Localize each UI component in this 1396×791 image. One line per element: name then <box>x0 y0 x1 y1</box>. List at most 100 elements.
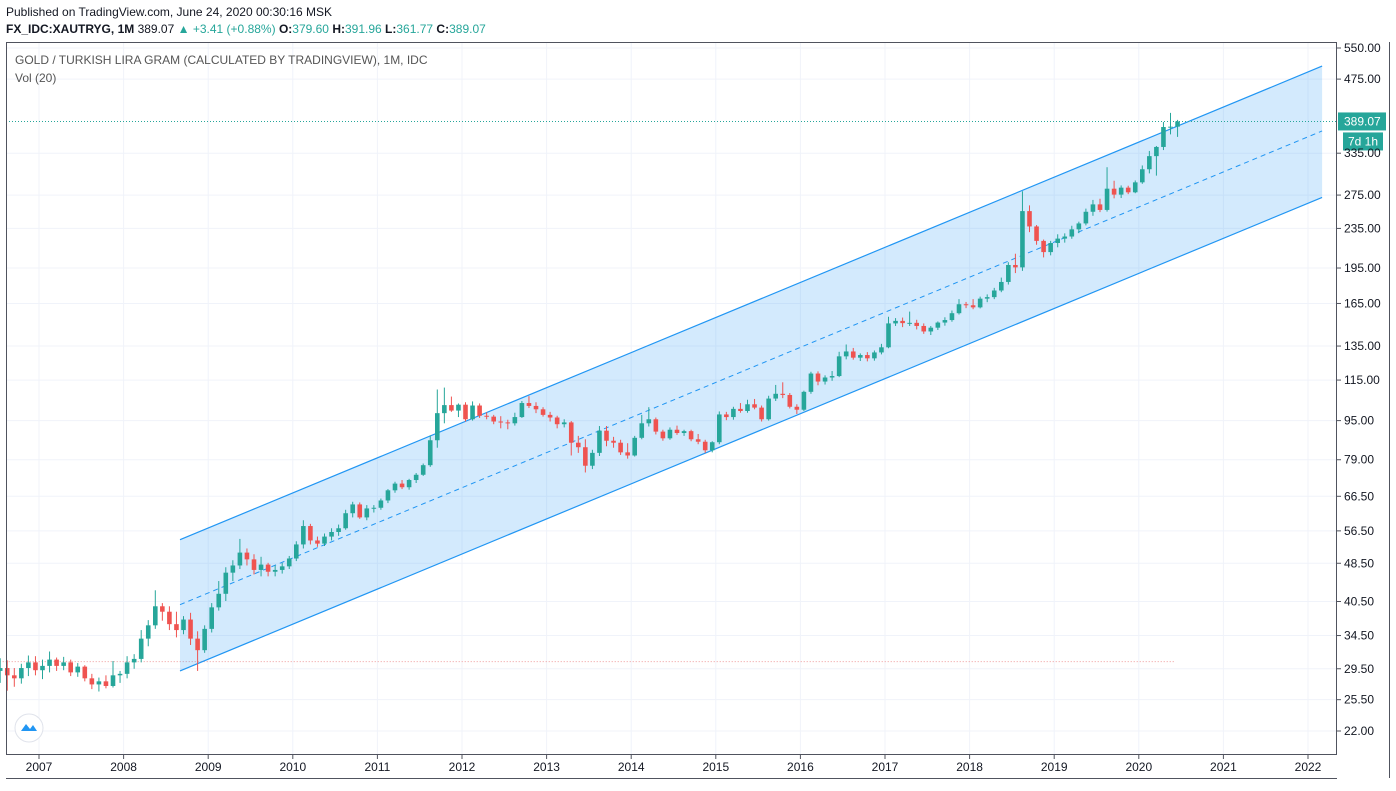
candle-body <box>1104 188 1110 210</box>
candle-body <box>378 500 384 508</box>
candle-body <box>1161 127 1166 147</box>
price-axis-tick-label: 165.00 <box>1344 296 1381 310</box>
price-axis-tick-label: 29.50 <box>1344 662 1374 676</box>
candle-body <box>491 416 496 422</box>
candle <box>773 384 778 401</box>
high-label: H: <box>332 22 345 36</box>
candle-body <box>977 298 983 308</box>
candle <box>1168 112 1173 135</box>
candle <box>695 433 701 445</box>
candle-body <box>554 417 560 425</box>
price-axis-tick-label: 135.00 <box>1344 339 1381 353</box>
candle <box>491 414 496 425</box>
candle-body <box>886 323 891 348</box>
candle-body <box>89 678 95 685</box>
candle-body <box>695 439 701 442</box>
candle <box>872 350 877 361</box>
candle <box>822 375 828 385</box>
price-axis-tick-label: 475.00 <box>1344 72 1381 86</box>
candle-body <box>449 405 454 411</box>
candle <box>315 536 320 547</box>
candle <box>611 436 616 448</box>
time-axis[interactable]: 2007 2008 2009 2010 2011 2012 2013 2014 2015 2016… <box>26 755 1322 774</box>
candle-body <box>745 404 750 412</box>
candle <box>138 630 144 663</box>
candle-body <box>991 290 997 298</box>
candle-body <box>237 552 243 566</box>
candle <box>568 421 574 456</box>
candle <box>1147 150 1152 174</box>
candle-body <box>709 442 715 451</box>
candle <box>124 656 130 679</box>
candle-body <box>406 480 412 488</box>
candle-body <box>843 351 849 357</box>
candle-body <box>561 422 567 425</box>
candle-body <box>787 394 793 407</box>
candle <box>484 412 489 420</box>
candle <box>815 371 821 386</box>
candle-body <box>392 483 398 491</box>
time-axis-tick-label: 2010 <box>279 760 306 774</box>
candle-body <box>216 593 222 608</box>
time-axis-tick-label: 2009 <box>195 760 222 774</box>
regression-channel[interactable] <box>179 65 1323 672</box>
candle-body <box>279 566 285 570</box>
candle-body <box>963 304 969 306</box>
candle <box>1048 240 1053 256</box>
last-price: 389.07 <box>137 22 175 36</box>
countdown-tag <box>1343 132 1383 151</box>
candle <box>202 625 207 653</box>
candle-body <box>780 393 786 395</box>
candle-body <box>533 405 539 410</box>
candle-body <box>68 662 73 673</box>
candle <box>674 425 680 435</box>
low-label: L: <box>385 22 397 36</box>
candle <box>625 443 630 459</box>
price-axis-tick-label: 235.00 <box>1344 221 1381 235</box>
candle <box>371 505 377 513</box>
candle <box>935 321 941 331</box>
time-axis-tick-label: 2015 <box>702 760 729 774</box>
candle-body <box>470 405 475 420</box>
candle-body <box>47 659 52 666</box>
candle <box>96 677 102 692</box>
price-axis-tick-label: 40.50 <box>1344 595 1374 609</box>
price-axis-tick-label: 195.00 <box>1344 261 1381 275</box>
candle-body <box>999 281 1004 291</box>
up-triangle-icon: ▲ <box>177 22 190 36</box>
candle <box>850 347 856 360</box>
candle <box>449 396 454 412</box>
candle <box>153 590 158 629</box>
candle-body <box>822 377 828 382</box>
chart-frame[interactable]: 550.00 475.00 389.07 7d 1h 335.00 275.00 235.0… <box>0 41 1396 786</box>
candle <box>216 581 222 611</box>
candle <box>385 489 391 504</box>
candle <box>505 419 511 430</box>
candle <box>561 419 567 428</box>
chart-title: GOLD / TURKISH LIRA GRAM (CALCULATED BY … <box>15 53 428 67</box>
time-axis-tick-label: 2014 <box>618 760 645 774</box>
time-axis-tick-label: 2021 <box>1210 760 1237 774</box>
candle <box>984 294 990 303</box>
candle <box>68 659 73 677</box>
candle <box>195 631 200 671</box>
candle <box>498 416 504 429</box>
plot-border <box>6 42 1337 755</box>
candle-body <box>632 437 637 456</box>
candle-body <box>350 504 355 514</box>
candle-body <box>639 423 645 438</box>
candle-body <box>1111 188 1117 195</box>
candle <box>794 404 800 415</box>
candle-body <box>1041 240 1046 253</box>
tradingview-logo-icon[interactable] <box>14 713 44 743</box>
candle <box>928 325 934 336</box>
candle-body <box>1034 226 1039 241</box>
candle-body <box>435 413 440 441</box>
candle-body <box>153 606 158 626</box>
candle <box>632 435 637 457</box>
candle-body <box>1027 211 1032 227</box>
chart-header: Published on TradingView.com, June 24, 2… <box>6 4 486 38</box>
candle <box>1132 180 1138 194</box>
